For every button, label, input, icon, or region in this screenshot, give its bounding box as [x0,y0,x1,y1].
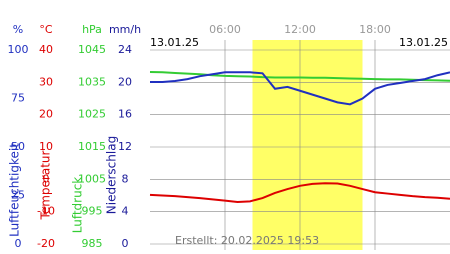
y-tick-label: 4 [122,205,129,218]
y-tick-label: 0 [15,237,22,250]
daylight-band [252,40,363,250]
y-tick-label: 20 [39,108,53,121]
y-tick-label: 1045 [78,43,106,56]
y-tick-label: -20 [37,237,55,250]
axis-label: Luftdruck [71,177,85,234]
y-tick-label: 25 [11,189,25,202]
axis-unit: mm/h [109,23,141,36]
y-tick-label: 40 [39,43,53,56]
footer: Erstellt: 20.02.2025 19:53 [175,234,319,247]
y-tick-label: 0 [43,172,50,185]
axis-unit: % [13,23,23,36]
axis-label: Luftfeuchtigkeit [8,143,22,237]
series-line [150,71,450,106]
y-tick-label: 50 [11,140,25,153]
x-tick-label: 06:00 [209,23,241,36]
y-tick-label: 995 [82,205,103,218]
axis-label: Niederschlag [105,136,119,214]
axis-label: Temperatur [39,150,53,220]
y-tick-label: 985 [82,237,103,250]
y-tick-label: 1005 [78,172,106,185]
y-tick-label: -10 [37,205,55,218]
x-tick-label: 12:00 [284,23,316,36]
y-tick-label: 10 [39,140,53,153]
y-tick-label: 0 [122,237,129,250]
y-tick-label: 20 [118,75,132,88]
x-tick-label: 18:00 [359,23,391,36]
series-line [149,182,450,203]
y-tick-label: 75 [11,92,25,105]
y-tick-label: 12 [118,140,132,153]
y-tick-label: 100 [8,43,29,56]
y-tick-label: 1025 [78,108,106,121]
y-tick-label: 1035 [78,75,106,88]
date-label: 13.01.25 [399,36,448,49]
axis-unit: hPa [82,23,102,36]
y-tick-label: 24 [118,43,132,56]
y-tick-label: 16 [118,108,132,121]
y-tick-label: 8 [122,172,129,185]
series-line [149,70,450,82]
y-tick-label: 1015 [78,140,106,153]
y-tick-label: 30 [39,75,53,88]
date-label: 13.01.25 [150,36,199,49]
axis-unit: °C [39,23,53,36]
